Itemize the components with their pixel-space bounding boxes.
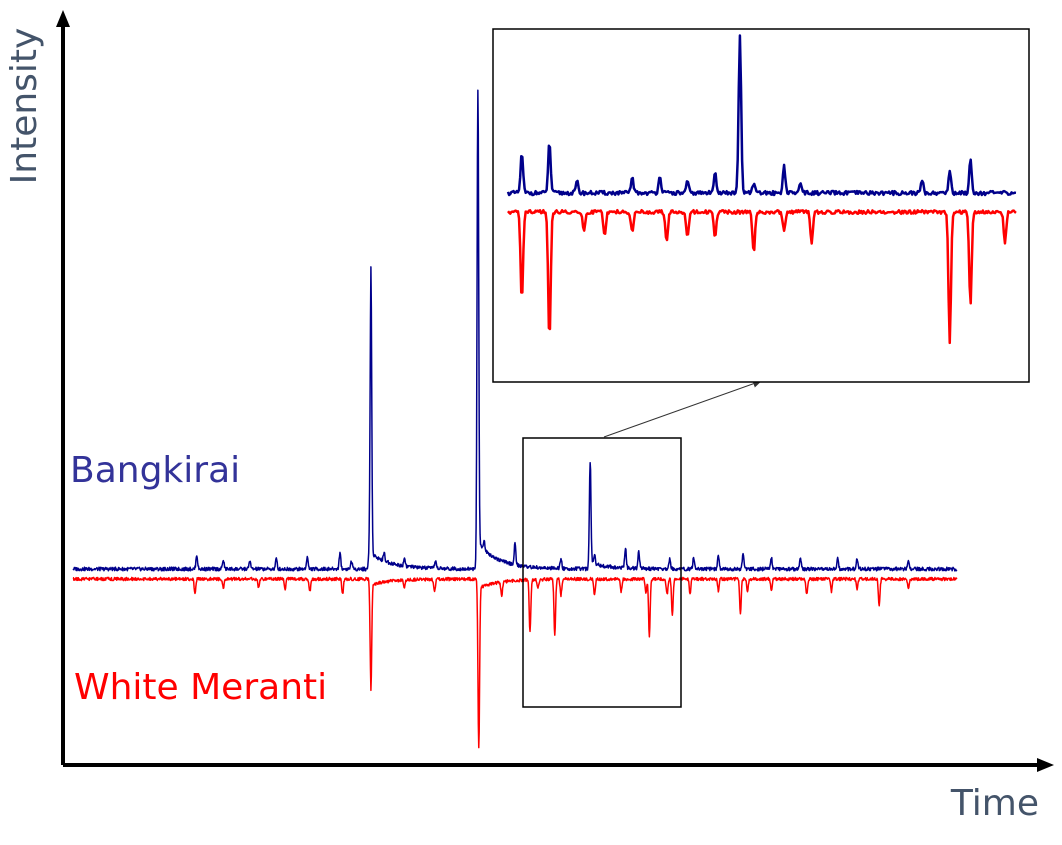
axes [56, 10, 1054, 772]
series-line-bangkirai [72, 89, 958, 572]
inset-series-line-bangkirai [506, 34, 1017, 197]
x-axis-arrowhead [1037, 758, 1054, 772]
zoom-connector-arrow [603, 379, 762, 438]
inset-series-line-white-meranti [507, 208, 1017, 345]
inset-panel [492, 28, 1030, 383]
inset-frame [492, 28, 1030, 383]
y-axis-arrowhead [56, 10, 70, 27]
series-label-bangkirai: Bangkirai [70, 450, 240, 491]
x-axis-label: Time [950, 783, 1039, 824]
zoom-selection-box [522, 437, 682, 708]
series-layer [72, 89, 958, 749]
y-axis-label: Intensity [4, 28, 45, 185]
series-label-white-meranti: White Meranti [74, 667, 327, 708]
series-line-white-meranti [72, 576, 958, 749]
inset-series-layer [506, 34, 1017, 345]
